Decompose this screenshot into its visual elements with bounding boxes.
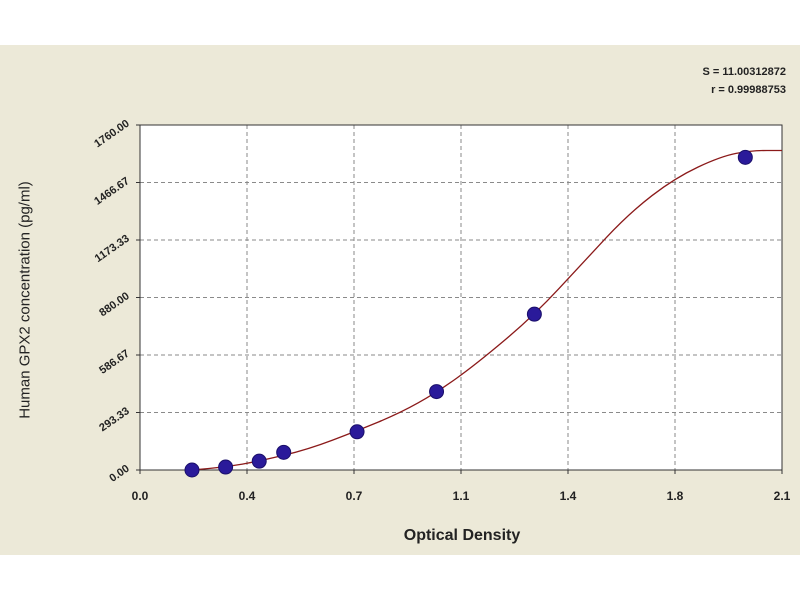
y-tick-label: 293.33 (97, 405, 131, 434)
y-tick-label: 1466.67 (92, 175, 131, 208)
y-axis-label: Human GPX2 concentration (pg/ml) (16, 181, 34, 419)
x-tick-label: 1.8 (667, 489, 684, 503)
data-point (218, 459, 234, 475)
x-tick-label: 0.7 (346, 489, 363, 503)
x-axis-label: Optical Density (403, 527, 521, 544)
x-tick-label: 1.1 (453, 489, 470, 503)
stat-s-value: S = 11.00312872 (702, 66, 787, 78)
y-tick-label: 1173.33 (93, 233, 132, 265)
data-point (276, 444, 292, 460)
data-point (429, 384, 445, 400)
data-point (184, 462, 200, 478)
y-tick-label: 586.67 (97, 348, 131, 377)
y-tick-label: 1760.00 (92, 118, 131, 151)
data-point (251, 453, 267, 469)
y-tick-label: 0.00 (107, 463, 131, 485)
data-point (349, 424, 365, 440)
data-point (526, 306, 542, 322)
x-tick-label: 0.0 (132, 489, 149, 503)
y-tick-label: 880.00 (97, 290, 131, 319)
x-tick-label: 2.1 (774, 489, 791, 503)
chart-panel: 0.0 0.4 0.7 1.1 1.4 1.8 2.1 0.00 293.33 586.67 880… (0, 45, 800, 555)
x-tick-label: 1.4 (560, 489, 577, 503)
chart-svg: 0.0 0.4 0.7 1.1 1.4 1.8 2.1 0.00 293.33 586.67 880… (92, 118, 791, 503)
stat-r-value: r = 0.99988753 (711, 84, 786, 96)
x-tick-label: 0.4 (239, 489, 256, 503)
data-point (737, 149, 753, 165)
